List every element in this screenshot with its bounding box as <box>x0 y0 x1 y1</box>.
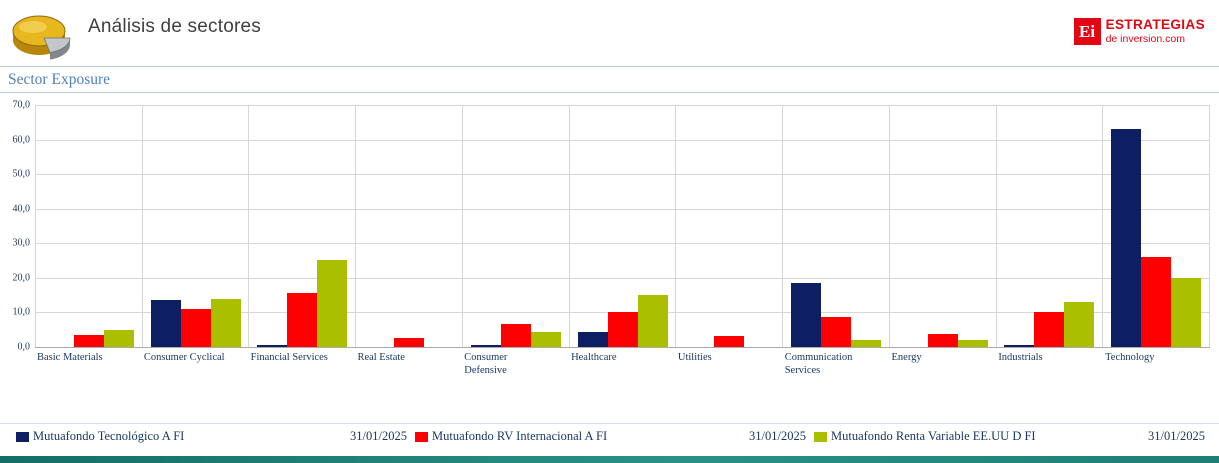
legend-swatch-icon <box>16 431 29 442</box>
y-tick-label: 10,0 <box>12 306 31 318</box>
plot-area <box>35 105 1211 348</box>
logo-brand-name: ESTRATEGIAS <box>1105 17 1205 32</box>
bar-healthcare <box>577 331 608 347</box>
bar-basic-materials <box>103 329 134 347</box>
bar-group-communication-services <box>783 105 890 347</box>
y-tick-label: 20,0 <box>12 272 31 284</box>
bar-healthcare <box>607 312 638 347</box>
bar-consumer-defensive <box>470 344 501 347</box>
legend-label: Mutuafondo Tecnológico A FI <box>33 429 185 443</box>
bar-group-consumer-cyclical <box>143 105 250 347</box>
x-axis-label-utilities: Utilities <box>677 352 712 363</box>
brand-logo: Ei ESTRATEGIAS de inversion.com <box>1073 18 1205 45</box>
x-axis-label-industrials: Industrials <box>998 352 1043 363</box>
bar-communication-services <box>791 283 821 347</box>
bar-group-utilities <box>676 105 784 347</box>
bar-consumer-defensive <box>530 332 561 347</box>
bar-financial-services <box>317 259 348 347</box>
legend-label: Mutuafondo RV Internacional A FI <box>432 429 608 443</box>
bar-industrials <box>1064 302 1095 347</box>
bar-communication-services <box>851 340 881 347</box>
bar-technology <box>1141 257 1172 347</box>
bar-consumer-defensive <box>500 323 531 347</box>
gridline <box>35 139 1210 141</box>
bar-group-real-estate <box>356 105 463 347</box>
y-tick-label: 0,0 <box>17 341 31 353</box>
x-axis-label-consumer-cyclical: Consumer Cyclical <box>143 352 225 363</box>
header-left: Análisis de sectores <box>10 8 261 62</box>
ei-logo-icon: Ei <box>1073 18 1101 45</box>
y-tick-label: 40,0 <box>12 203 31 215</box>
logo-text: ESTRATEGIAS de inversion.com <box>1106 18 1205 44</box>
bar-basic-materials <box>73 334 104 347</box>
section-divider <box>0 92 1219 93</box>
legend-item-0: Mutuafondo Tecnológico A FI 31/01/2025 <box>16 429 415 444</box>
bar-group-industrials <box>997 105 1104 347</box>
legend-item-2: Mutuafondo Renta Variable EE.UU D FI 31/0… <box>814 429 1213 444</box>
bar-consumer-cyclical <box>210 298 241 347</box>
logo-domain: de inversion.com <box>1105 32 1185 45</box>
x-axis-label-basic-materials: Basic Materials <box>37 352 103 363</box>
x-axis-label-energy: Energy <box>891 352 922 363</box>
header-divider <box>0 66 1219 67</box>
bar-group-healthcare <box>570 105 677 347</box>
gridline <box>35 277 1210 279</box>
bar-technology <box>1111 129 1142 347</box>
gridline <box>35 347 1210 348</box>
page-title: Análisis de sectores <box>88 16 261 37</box>
x-axis-label-communication-services: Communication Services <box>784 352 853 377</box>
y-tick-label: 70,0 <box>12 99 31 111</box>
bar-group-consumer-defensive <box>463 105 570 347</box>
bar-technology <box>1171 277 1202 347</box>
bar-energy <box>927 333 958 347</box>
x-axis-labels: Basic Materials Consumer Cyclical Financia… <box>35 347 1210 391</box>
bar-communication-services <box>821 316 851 347</box>
y-tick-label: 60,0 <box>12 134 31 146</box>
bar-group-basic-materials <box>36 105 143 347</box>
bar-healthcare <box>637 295 668 347</box>
gridline <box>35 174 1210 176</box>
bar-consumer-cyclical <box>180 308 211 347</box>
bar-financial-services <box>287 292 318 347</box>
legend: Mutuafondo Tecnológico A FI 31/01/2025 Mut… <box>0 423 1219 444</box>
bar-energy <box>957 340 988 347</box>
bar-consumer-cyclical <box>150 300 181 347</box>
legend-date: 31/01/2025 <box>350 429 407 443</box>
footer-bar <box>0 456 1219 463</box>
gridline <box>35 208 1210 210</box>
legend-label: Mutuafondo Renta Variable EE.UU D FI <box>831 429 1036 443</box>
header: Análisis de sectores Ei ESTRATEGIAS de i… <box>0 0 1219 66</box>
legend-date: 31/01/2025 <box>1148 429 1205 443</box>
bar-groups <box>35 105 1211 347</box>
x-axis-label-technology: Technology <box>1105 352 1155 363</box>
legend-swatch-icon <box>415 431 428 442</box>
x-axis-label-consumer-defensive: Consumer Defensive <box>464 352 508 377</box>
sector-exposure-chart: 70,0 60,0 50,0 40,0 30,0 20,0 10,0 0,0 Basic Ma… <box>0 100 1211 391</box>
pie-chart-icon <box>10 8 72 62</box>
x-axis-label-healthcare: Healthcare <box>571 352 617 363</box>
bar-utilities <box>714 335 745 347</box>
bar-group-financial-services <box>249 105 357 347</box>
gridline <box>35 243 1210 245</box>
bar-industrials <box>1034 312 1065 347</box>
legend-date: 31/01/2025 <box>749 429 806 443</box>
bar-group-energy <box>890 105 997 347</box>
x-axis-label-real-estate: Real Estate <box>357 352 405 363</box>
y-axis: 70,0 60,0 50,0 40,0 30,0 20,0 10,0 0,0 <box>0 100 35 353</box>
gridline <box>35 105 1210 106</box>
y-tick-label: 30,0 <box>12 237 31 249</box>
bar-financial-services <box>257 344 288 347</box>
bar-industrials <box>1004 344 1035 347</box>
section-title: Sector Exposure <box>8 71 111 88</box>
x-axis-label-financial-services: Financial Services <box>250 352 328 363</box>
bar-real-estate <box>394 338 425 347</box>
legend-swatch-icon <box>814 431 827 442</box>
bar-group-technology <box>1103 105 1211 347</box>
y-tick-label: 50,0 <box>12 168 31 180</box>
legend-item-1: Mutuafondo RV Internacional A FI 31/01/20… <box>415 429 814 444</box>
